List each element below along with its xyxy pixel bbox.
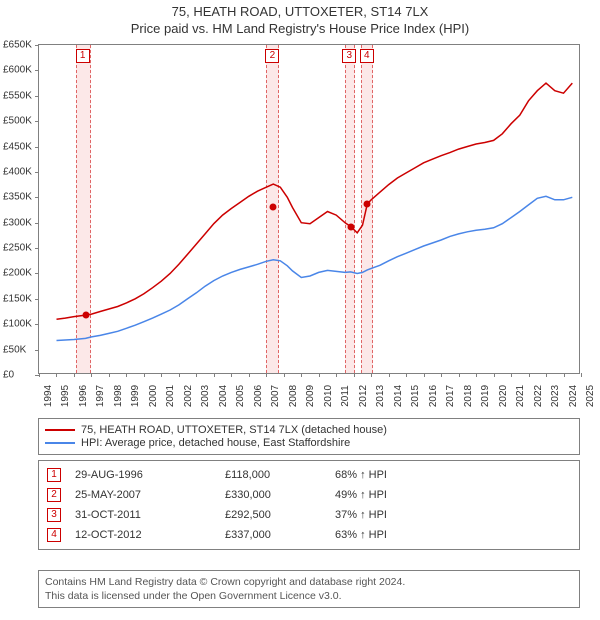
x-axis-label: 2025 <box>585 385 596 407</box>
chart-svg <box>39 45 581 375</box>
transaction-date: 25-MAY-2007 <box>75 489 225 501</box>
x-axis-label: 2024 <box>568 385 579 407</box>
y-axis-label: £500K <box>3 116 32 127</box>
x-axis-label: 2003 <box>200 385 211 407</box>
y-axis-label: £100K <box>3 319 32 330</box>
transaction-marker: 3 <box>342 49 356 63</box>
footer-line1: Contains HM Land Registry data © Crown c… <box>45 575 573 589</box>
legend-swatch <box>45 442 75 444</box>
legend-item: HPI: Average price, detached house, East… <box>45 437 573 449</box>
transaction-dot <box>347 223 354 230</box>
x-axis-label: 2004 <box>218 385 229 407</box>
transaction-pct: 68% ↑ HPI <box>335 469 387 481</box>
transaction-price: £292,500 <box>225 509 335 521</box>
x-axis-label: 2010 <box>323 385 334 407</box>
legend: 75, HEATH ROAD, UTTOXETER, ST14 7LX (det… <box>38 418 580 455</box>
y-axis-label: £250K <box>3 243 32 254</box>
x-axis-label: 2002 <box>183 385 194 407</box>
x-axis-label: 2006 <box>253 385 264 407</box>
x-axis-label: 2019 <box>480 385 491 407</box>
price-paid-line <box>57 83 573 319</box>
transaction-dot <box>82 312 89 319</box>
transaction-date: 29-AUG-1996 <box>75 469 225 481</box>
chart-title-subtitle: Price paid vs. HM Land Registry's House … <box>0 21 600 36</box>
legend-label: 75, HEATH ROAD, UTTOXETER, ST14 7LX (det… <box>81 424 387 436</box>
chart-area: £0£50K£100K£150K£200K£250K£300K£350K£400… <box>38 44 580 374</box>
transaction-pct: 37% ↑ HPI <box>335 509 387 521</box>
y-axis-label: £300K <box>3 217 32 228</box>
x-axis-label: 1995 <box>60 385 71 407</box>
x-axis-label: 1997 <box>95 385 106 407</box>
y-axis-label: £0 <box>3 370 14 381</box>
transaction-date: 12-OCT-2012 <box>75 529 225 541</box>
transaction-pct: 49% ↑ HPI <box>335 489 387 501</box>
transaction-dot <box>270 204 277 211</box>
transaction-marker: 2 <box>265 49 279 63</box>
transaction-marker: 4 <box>47 528 61 542</box>
transactions-table: 1 29-AUG-1996£118,00068% ↑ HPI 2 25-MAY-200… <box>38 460 580 550</box>
y-axis-label: £450K <box>3 141 32 152</box>
x-axis-label: 2016 <box>428 385 439 407</box>
transaction-marker: 1 <box>76 49 90 63</box>
x-axis-label: 2009 <box>305 385 316 407</box>
footer-attribution: Contains HM Land Registry data © Crown c… <box>38 570 580 608</box>
x-axis-label: 2013 <box>375 385 386 407</box>
legend-swatch <box>45 429 75 431</box>
footer-line2: This data is licensed under the Open Gov… <box>45 589 573 603</box>
x-axis-label: 2022 <box>533 385 544 407</box>
table-row: 2 25-MAY-2007£330,00049% ↑ HPI <box>39 485 579 505</box>
transaction-price: £337,000 <box>225 529 335 541</box>
hpi-line <box>57 196 573 340</box>
chart-container: 75, HEATH ROAD, UTTOXETER, ST14 7LX Pric… <box>0 0 600 620</box>
y-axis-label: £550K <box>3 90 32 101</box>
x-axis-label: 2023 <box>550 385 561 407</box>
transaction-marker: 4 <box>360 49 374 63</box>
x-axis-label: 2005 <box>235 385 246 407</box>
transaction-marker: 1 <box>47 468 61 482</box>
x-axis-label: 2014 <box>393 385 404 407</box>
y-axis-label: £150K <box>3 293 32 304</box>
y-axis-label: £600K <box>3 65 32 76</box>
table-row: 3 31-OCT-2011£292,50037% ↑ HPI <box>39 505 579 525</box>
x-axis-label: 1998 <box>113 385 124 407</box>
transaction-dot <box>364 200 371 207</box>
x-axis-label: 2021 <box>515 385 526 407</box>
legend-item: 75, HEATH ROAD, UTTOXETER, ST14 7LX (det… <box>45 424 573 436</box>
x-axis-label: 2011 <box>340 385 351 407</box>
transaction-pct: 63% ↑ HPI <box>335 529 387 541</box>
legend-label: HPI: Average price, detached house, East… <box>81 437 350 449</box>
table-row: 4 12-OCT-2012£337,00063% ↑ HPI <box>39 525 579 545</box>
x-axis-label: 2007 <box>270 385 281 407</box>
x-axis-label: 1996 <box>78 385 89 407</box>
x-axis-label: 2015 <box>410 385 421 407</box>
x-tick <box>581 373 582 377</box>
x-axis-label: 2000 <box>148 385 159 407</box>
transaction-marker: 3 <box>47 508 61 522</box>
transaction-price: £118,000 <box>225 469 335 481</box>
transaction-date: 31-OCT-2011 <box>75 509 225 521</box>
x-axis-label: 2012 <box>358 385 369 407</box>
x-axis-label: 1994 <box>43 385 54 407</box>
x-axis-label: 2008 <box>288 385 299 407</box>
y-axis-label: £650K <box>3 40 32 51</box>
x-axis-label: 2020 <box>498 385 509 407</box>
chart-title-address: 75, HEATH ROAD, UTTOXETER, ST14 7LX <box>0 4 600 19</box>
y-axis-label: £50K <box>3 344 26 355</box>
y-axis-label: £200K <box>3 268 32 279</box>
x-axis-label: 1999 <box>130 385 141 407</box>
title-block: 75, HEATH ROAD, UTTOXETER, ST14 7LX Pric… <box>0 0 600 36</box>
y-axis-label: £400K <box>3 166 32 177</box>
transaction-marker: 2 <box>47 488 61 502</box>
x-axis-label: 2001 <box>165 385 176 407</box>
x-axis-label: 2017 <box>445 385 456 407</box>
transaction-price: £330,000 <box>225 489 335 501</box>
table-row: 1 29-AUG-1996£118,00068% ↑ HPI <box>39 465 579 485</box>
plot-area: £0£50K£100K£150K£200K£250K£300K£350K£400… <box>38 44 580 374</box>
y-axis-label: £350K <box>3 192 32 203</box>
x-axis-label: 2018 <box>463 385 474 407</box>
